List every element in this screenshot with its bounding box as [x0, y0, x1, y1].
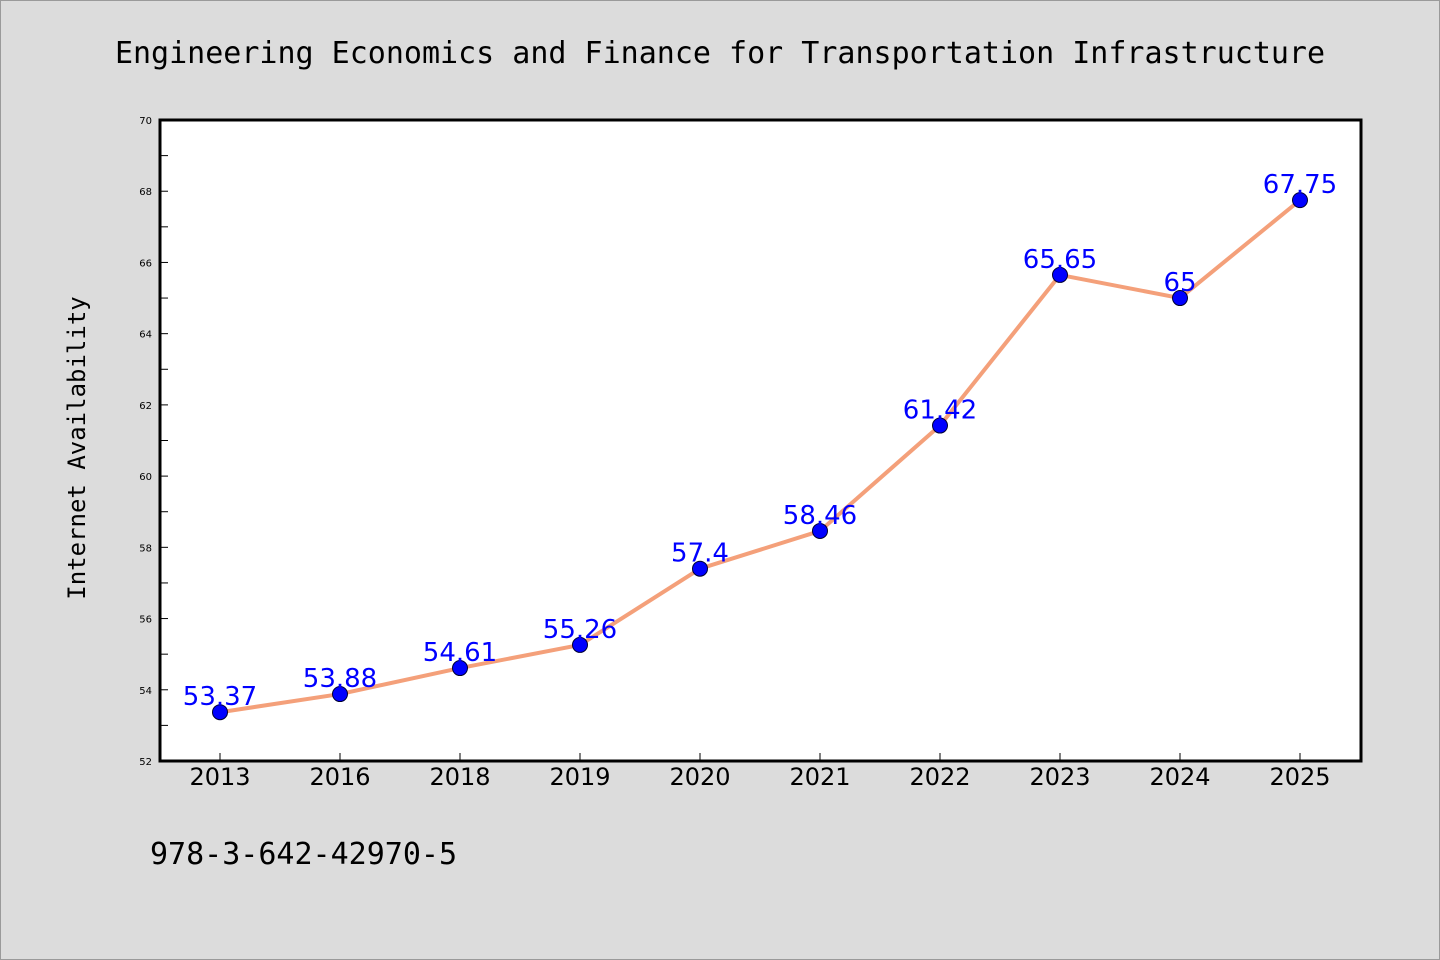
y-axis-label: Internet Availability [63, 296, 91, 599]
data-point [452, 660, 468, 677]
data-label: 67.75 [1263, 170, 1337, 200]
y-tick-label: 56 [139, 615, 152, 626]
y-tick-label: 60 [139, 472, 152, 483]
data-point [212, 704, 228, 721]
y-tick-label: 52 [139, 757, 152, 768]
data-point [332, 686, 348, 703]
y-axis: 52 54 56 58 60 62 64 66 68 70 [139, 116, 168, 768]
x-tick-label: 2016 [309, 763, 370, 791]
x-tick-label: 2018 [429, 763, 490, 791]
data-label: 61.42 [903, 396, 977, 426]
data-point [692, 560, 708, 577]
x-tick-label: 2024 [1149, 763, 1210, 791]
data-point [1052, 266, 1068, 283]
data-label: 55.26 [543, 615, 617, 645]
data-label: 54.61 [423, 638, 497, 668]
chart-title: Engineering Economics and Finance for Tr… [115, 36, 1325, 71]
x-axis: 2013 2016 2018 2019 2020 2021 2022 2023 2024 2025 [189, 753, 1331, 791]
x-tick-label: 2025 [1269, 763, 1330, 791]
data-label: 65.65 [1023, 245, 1097, 275]
data-point [1292, 192, 1308, 209]
data-point [1172, 290, 1188, 307]
x-tick-label: 2023 [1029, 763, 1090, 791]
data-label: 53.37 [183, 682, 257, 712]
data-label: 57.4 [671, 539, 729, 569]
x-tick-label: 2020 [669, 763, 730, 791]
data-point [572, 636, 588, 653]
x-tick-label: 2013 [189, 763, 250, 791]
data-point [932, 417, 948, 434]
y-tick-label: 64 [139, 330, 152, 341]
data-label: 58.46 [783, 501, 857, 531]
y-tick-label: 58 [139, 543, 152, 554]
x-tick-label: 2021 [789, 763, 850, 791]
y-tick-label: 68 [139, 187, 152, 198]
x-tick-label: 2019 [549, 763, 610, 791]
plot-area [158, 118, 1363, 763]
series-line [219, 198, 1302, 715]
y-tick-label: 70 [139, 116, 152, 127]
data-label: 53.88 [303, 664, 377, 694]
series: 53.37 53.88 54.61 55.26 57.4 58.46 61.42 65.65 6… [183, 170, 1337, 721]
data-point [812, 522, 828, 539]
data-label: 65 [1163, 268, 1196, 298]
footnote: 978-3-642-42970-5 [150, 837, 457, 872]
y-tick-label: 62 [139, 401, 152, 412]
y-tick-label: 66 [139, 258, 152, 269]
y-tick-label: 54 [139, 686, 152, 697]
x-tick-label: 2022 [909, 763, 970, 791]
